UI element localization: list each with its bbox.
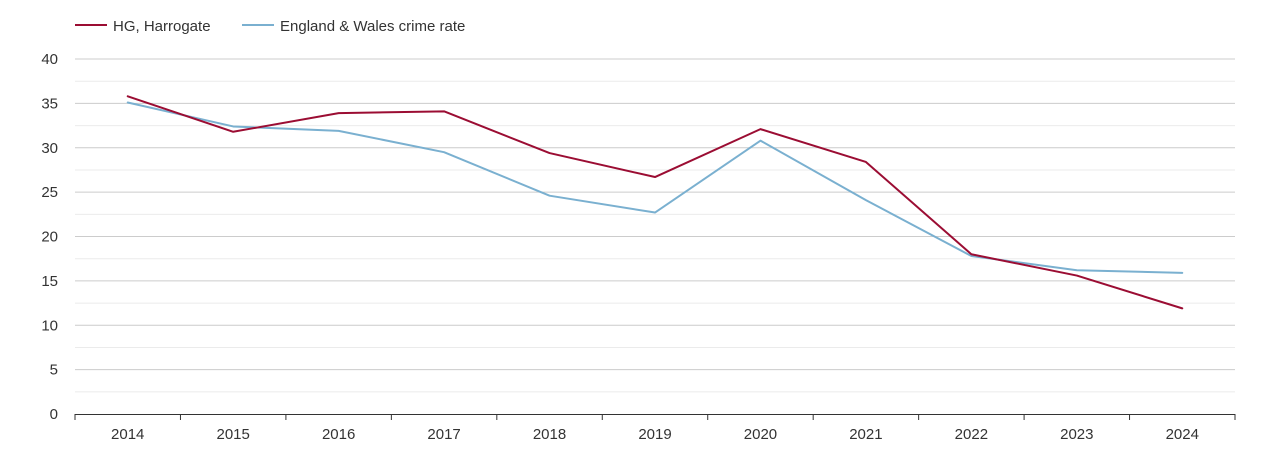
y-tick-label: 10 [41,317,58,334]
y-tick-label: 40 [41,51,58,68]
y-tick-label: 0 [50,406,58,423]
x-tick-label: 2016 [322,426,355,443]
x-tick-label: 2021 [849,426,882,443]
y-tick-label: 25 [41,184,58,201]
gridlines [75,58,1235,393]
y-tick-label: 35 [41,95,58,112]
y-tick-label: 5 [50,362,58,379]
series-lines [126,95,1184,310]
x-tick-label: 2024 [1166,426,1199,443]
series-line-england-wales [126,101,1184,274]
x-tick-label: 2020 [744,426,777,443]
legend-label-harrogate: HG, Harrogate [113,18,211,35]
legend-label-england-wales: England & Wales crime rate [280,18,465,35]
x-tick-label: 2023 [1060,426,1093,443]
y-tick-label: 15 [41,273,58,290]
x-axis-ticks: 2014 2015 2016 2017 2018 2019 2020 2021 2022 2023… [74,414,1236,443]
x-tick-label: 2019 [638,426,671,443]
x-tick-label: 2022 [955,426,988,443]
x-tick-label: 2017 [427,426,460,443]
x-tick-label: 2014 [111,426,144,443]
series-line-harrogate [126,95,1184,310]
legend: HG, Harrogate England & Wales crime rate [75,18,465,35]
y-tick-label: 30 [41,140,58,157]
y-axis-ticks: 0 5 10 15 20 25 30 35 40 [41,51,58,423]
x-tick-label: 2018 [533,426,566,443]
x-tick-label: 2015 [216,426,249,443]
y-tick-label: 20 [41,229,58,246]
